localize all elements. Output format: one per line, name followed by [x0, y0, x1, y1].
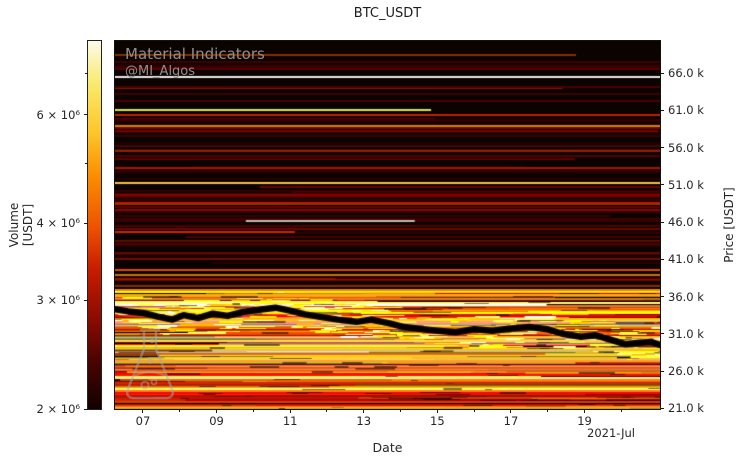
volume-minor-tick-mark	[85, 163, 88, 165]
x-tick-mark	[510, 409, 512, 413]
x-minor-tick-mark	[547, 409, 549, 412]
x-tick-label: 09	[209, 414, 224, 428]
watermark-handle: @MI_Algos	[125, 63, 196, 79]
liquidity-heatmap-canvas	[115, 41, 660, 409]
volume-tick-label: 6 × 10⁶	[36, 107, 80, 122]
volume-tick-label: 4 × 10⁶	[36, 216, 80, 231]
price-tick-mark	[660, 109, 664, 111]
x-tick-label: 17	[503, 414, 519, 428]
price-tick-label: 41.0 k	[668, 252, 704, 267]
price-tick-label: 46.0 k	[668, 215, 704, 230]
x-tick-label: 15	[430, 414, 445, 428]
x-minor-tick-mark	[400, 409, 402, 412]
volume-axis-label: Volume [USDT]	[7, 202, 35, 248]
price-tick-mark	[660, 147, 664, 149]
x-minor-tick-mark	[326, 409, 328, 412]
price-tick-label: 31.0 k	[668, 326, 704, 341]
volume-minor-tick-mark	[85, 72, 88, 74]
price-tick-mark	[660, 184, 664, 186]
x-tick-label: 11	[282, 414, 298, 428]
price-tick-mark	[660, 333, 664, 335]
x-tick-mark	[216, 409, 218, 413]
watermark-brand: Material Indicators	[125, 45, 265, 63]
price-tick-label: 66.0 k	[668, 66, 704, 81]
x-axis-period-label: 2021-Jul	[587, 426, 635, 440]
flask-watermark-icon	[125, 328, 175, 400]
x-minor-tick-mark	[179, 409, 181, 412]
volume-colorbar	[87, 40, 102, 410]
price-tick-label: 21.0 k	[668, 401, 704, 416]
price-tick-label: 56.0 k	[668, 140, 704, 155]
price-tick-mark	[660, 221, 664, 223]
x-tick-label: 13	[356, 414, 372, 428]
watermark: Material Indicators @MI_Algos	[125, 45, 265, 80]
price-axis-label: Price [USDT]	[722, 187, 736, 263]
price-tick-label: 36.0 k	[668, 289, 704, 304]
chart-title: BTC_USDT	[353, 6, 422, 21]
plot-area: Material Indicators @MI_Algos	[114, 40, 661, 410]
price-tick-mark	[660, 370, 664, 372]
x-tick-mark	[289, 409, 291, 413]
x-tick-mark	[436, 409, 438, 413]
volume-tick-mark	[84, 408, 88, 410]
x-tick-mark	[584, 409, 586, 413]
volume-tick-label: 2 × 10⁶	[36, 402, 80, 416]
x-minor-tick-mark	[473, 409, 475, 412]
x-tick-label: 07	[135, 414, 151, 428]
x-axis-label: Date	[372, 440, 403, 455]
price-tick-mark	[660, 258, 664, 260]
volume-tick-mark	[84, 222, 88, 224]
x-tick-label: 19	[577, 414, 592, 428]
volume-tick-mark	[84, 114, 88, 116]
x-minor-tick-mark	[620, 409, 622, 412]
x-tick-mark	[363, 409, 365, 413]
volume-tick-label: 3 × 10⁶	[36, 293, 80, 308]
price-tick-label: 51.0 k	[668, 177, 704, 192]
price-tick-label: 61.0 k	[668, 103, 704, 118]
price-tick-mark	[660, 407, 664, 409]
price-tick-mark	[660, 72, 664, 74]
price-tick-mark	[660, 296, 664, 297]
price-tick-label: 26.0 k	[668, 364, 704, 378]
volume-tick-mark	[84, 299, 88, 301]
x-minor-tick-mark	[252, 409, 254, 412]
x-tick-mark	[142, 409, 144, 413]
